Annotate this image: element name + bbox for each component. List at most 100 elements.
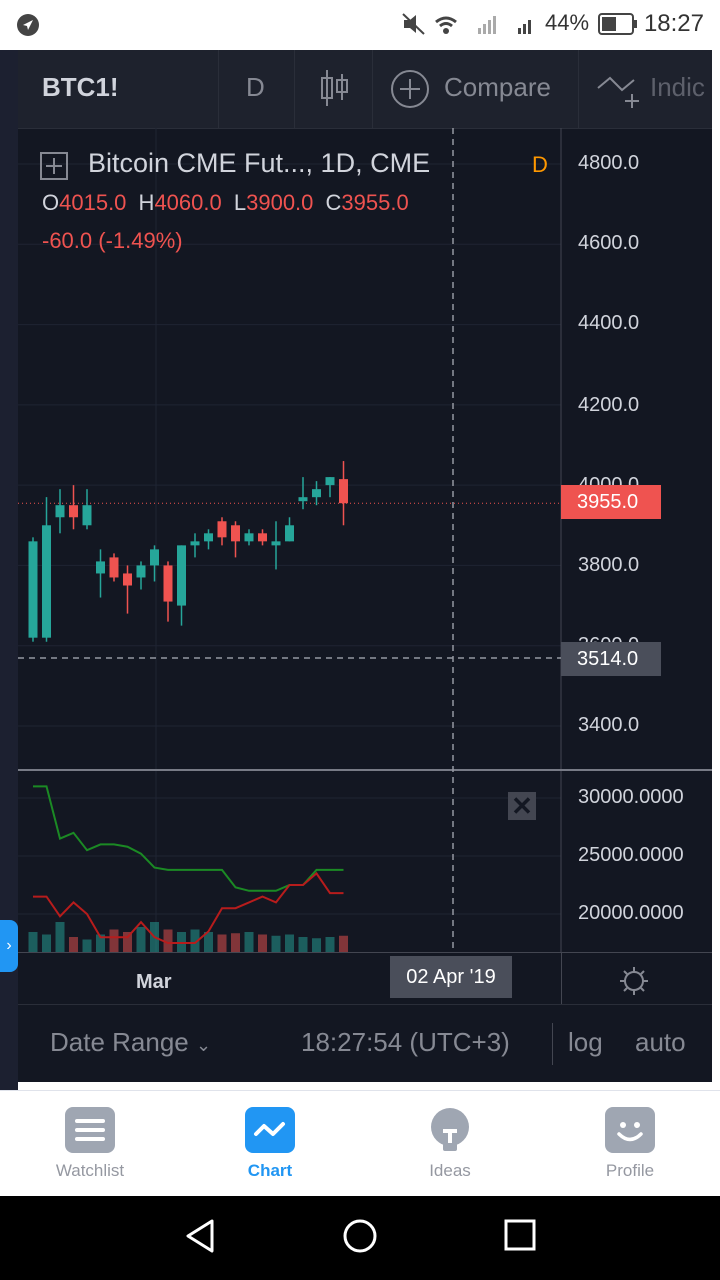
log-toggle[interactable]: log xyxy=(568,1027,603,1057)
battery-icon xyxy=(598,13,637,35)
candle-body xyxy=(244,533,254,542)
candle-body xyxy=(150,549,159,566)
candle-body xyxy=(42,525,51,638)
volume-tick: 20000.0000 xyxy=(578,902,684,924)
candle-body xyxy=(28,541,38,638)
nav-label: Ideas xyxy=(429,1161,471,1180)
clock-display: 18:27:54 (UTC+3) xyxy=(301,1027,510,1057)
volume-bar xyxy=(312,938,321,952)
volume-bar xyxy=(298,937,308,952)
candle-body xyxy=(123,573,132,586)
volume-bar xyxy=(82,939,92,952)
date-range-button[interactable]: Date Range ⌄ xyxy=(50,1027,212,1057)
recents-icon[interactable] xyxy=(504,1219,536,1251)
candle-body xyxy=(258,533,267,542)
time-tick: Mar xyxy=(136,971,172,993)
status-bar: 44% 18:27 xyxy=(0,0,720,48)
symbol-button[interactable]: BTC1! xyxy=(42,72,119,102)
interval-button[interactable]: D xyxy=(246,72,265,102)
candle-body xyxy=(177,545,186,606)
list-icon xyxy=(65,1107,115,1153)
volume-bar xyxy=(69,937,78,952)
chart-toolbar: BTC1! D Compare Indic xyxy=(18,50,712,129)
nav-label: Profile xyxy=(605,1161,655,1180)
smiley-icon xyxy=(605,1107,655,1153)
indicators-button[interactable]: Indic xyxy=(650,72,705,102)
crosshair-price-label: 3514.0 xyxy=(561,642,661,676)
time-axis[interactable]: Mar 02 Apr '19 xyxy=(18,952,712,1005)
volume-bar xyxy=(42,934,51,952)
candle-body xyxy=(339,479,348,504)
close-pane-icon[interactable]: ✕ xyxy=(508,792,536,820)
price-tick: 4200.0 xyxy=(578,394,640,416)
candle-body xyxy=(298,497,308,502)
nav-watchlist[interactable]: Watchlist xyxy=(30,1107,150,1181)
indicator-line-green xyxy=(33,785,344,892)
price-tick: 4600.0 xyxy=(578,232,640,254)
chart-footer: Date Range ⌄ 18:27:54 (UTC+3) log auto xyxy=(18,1004,712,1083)
volume-bar xyxy=(271,935,281,952)
price-tick: 3400.0 xyxy=(578,714,640,736)
navigation-icon xyxy=(17,14,39,36)
volume-bar xyxy=(258,934,267,952)
volume-bar xyxy=(136,927,146,952)
indicators-icon[interactable] xyxy=(596,70,644,110)
volume-tick: 25000.0000 xyxy=(578,844,684,866)
nav-label: Watchlist xyxy=(55,1161,125,1180)
back-icon[interactable] xyxy=(184,1218,216,1254)
chart-area[interactable]: Bitcoin CME Fut..., 1D, CME D O4015.0 H4… xyxy=(18,128,712,952)
legend-flag: D xyxy=(532,152,548,177)
candle-body xyxy=(109,557,119,578)
volume-bar xyxy=(339,935,348,952)
volume-tick: 30000.0000 xyxy=(578,786,684,808)
volume-bar xyxy=(204,932,213,952)
volume-bar xyxy=(109,929,119,952)
battery-percent: 44% xyxy=(545,10,590,35)
legend-expand-icon[interactable] xyxy=(40,152,68,180)
candle-body xyxy=(325,477,335,486)
volume-bar xyxy=(123,932,132,952)
home-icon[interactable] xyxy=(342,1218,378,1254)
compare-add-icon[interactable] xyxy=(390,69,430,109)
candle-body xyxy=(82,505,92,526)
volume-bar xyxy=(325,937,335,952)
volume-bar xyxy=(55,922,65,952)
settings-gear-icon[interactable] xyxy=(618,965,650,997)
status-time: 18:27 xyxy=(643,10,704,37)
nav-profile[interactable]: Profile xyxy=(570,1107,690,1181)
change-value: -60.0 (-1.49%) xyxy=(42,228,183,253)
candle-body xyxy=(69,505,78,518)
drawing-panel-toggle[interactable]: › xyxy=(0,920,18,972)
indicator-line-red xyxy=(33,871,344,944)
candle-body xyxy=(55,505,65,518)
volume-bar xyxy=(28,932,38,952)
candle-body xyxy=(204,533,213,542)
compare-button[interactable]: Compare xyxy=(444,72,551,102)
crosshair-date-label: 02 Apr '19 xyxy=(390,956,512,998)
bottom-nav: Watchlist Chart Ideas Profile xyxy=(0,1090,720,1197)
candle-body xyxy=(285,525,294,542)
candle-body xyxy=(217,521,227,538)
price-tick: 3800.0 xyxy=(578,554,640,576)
volume-bar xyxy=(285,934,294,952)
chevron-down-icon: ⌄ xyxy=(196,1035,212,1055)
chart-app xyxy=(18,50,712,1082)
candle-body xyxy=(190,541,200,546)
auto-toggle[interactable]: auto xyxy=(635,1027,686,1057)
candle-body xyxy=(136,565,146,578)
price-tick: 4400.0 xyxy=(578,312,640,334)
nav-label: Chart xyxy=(247,1161,293,1180)
signal-icons xyxy=(402,13,531,35)
price-chart[interactable] xyxy=(18,128,712,952)
nav-ideas[interactable]: Ideas xyxy=(390,1107,510,1181)
nav-chart[interactable]: Chart xyxy=(210,1107,330,1181)
legend-title: Bitcoin CME Fut..., 1D, CME xyxy=(88,148,431,178)
chart-icon xyxy=(245,1107,295,1153)
volume-bar xyxy=(244,932,254,952)
volume-bar xyxy=(217,934,227,952)
candle-body xyxy=(271,541,281,546)
candle-body xyxy=(163,565,173,602)
candle-body xyxy=(231,525,240,542)
candles-style-icon[interactable] xyxy=(318,68,350,108)
lightbulb-icon xyxy=(425,1107,475,1153)
